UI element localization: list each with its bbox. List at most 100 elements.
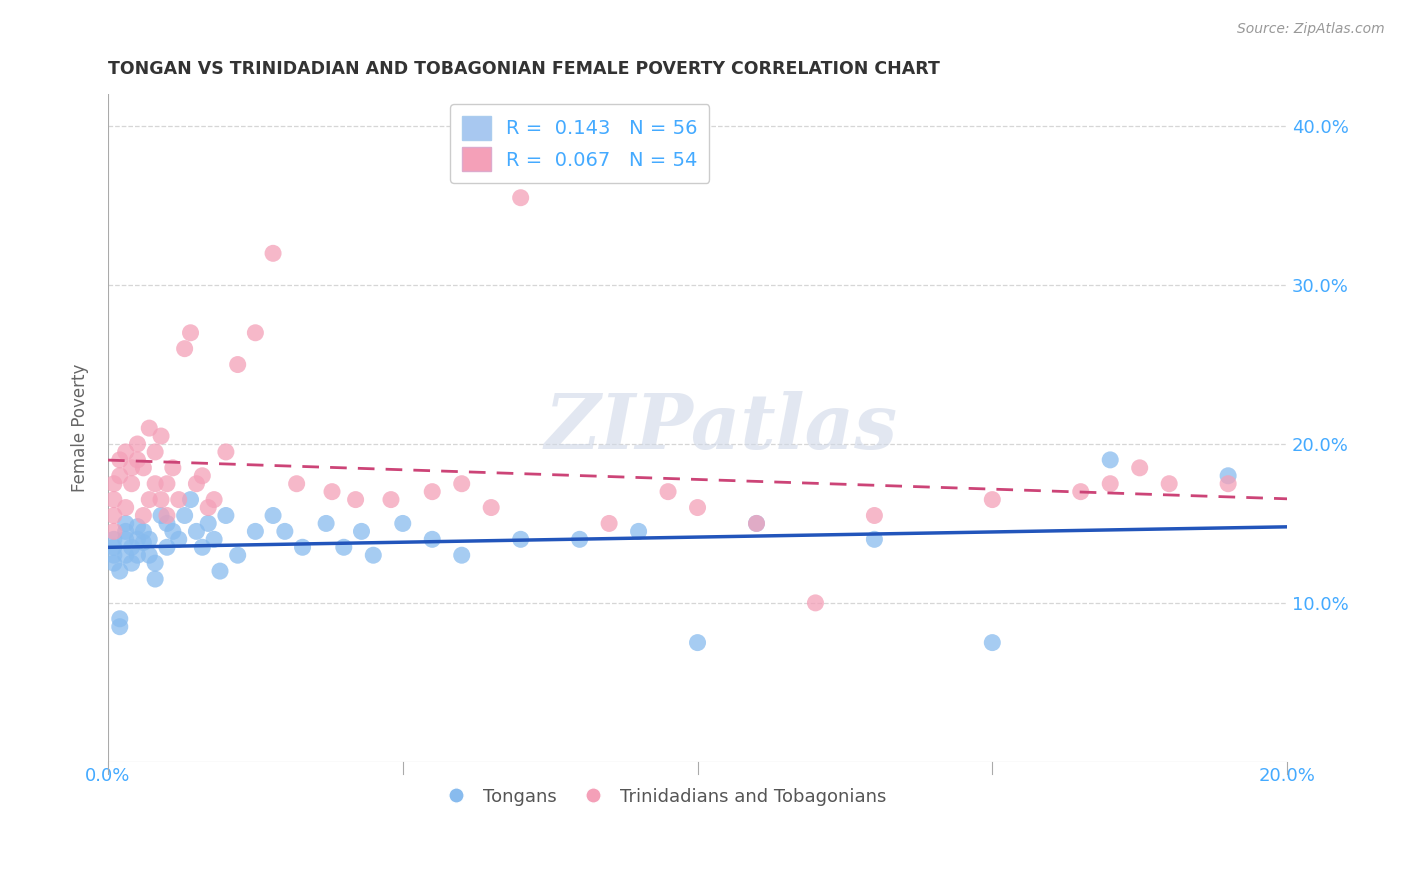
Point — [1099, 453, 1122, 467]
Text: TONGAN VS TRINIDADIAN AND TOBAGONIAN FEMALE POVERTY CORRELATION CHART: TONGAN VS TRINIDADIAN AND TOBAGONIAN FEM… — [108, 60, 939, 78]
Point — [132, 508, 155, 523]
Point — [103, 524, 125, 539]
Point — [167, 492, 190, 507]
Point — [686, 500, 709, 515]
Point — [143, 445, 166, 459]
Point — [215, 445, 238, 459]
Point — [156, 516, 179, 531]
Point — [143, 476, 166, 491]
Point — [103, 541, 125, 555]
Point — [162, 524, 184, 539]
Point — [285, 476, 308, 491]
Point — [226, 548, 249, 562]
Point — [863, 533, 886, 547]
Point — [598, 516, 620, 531]
Point — [450, 548, 472, 562]
Point — [156, 508, 179, 523]
Point — [981, 635, 1004, 649]
Point — [127, 437, 149, 451]
Point — [167, 533, 190, 547]
Point — [150, 429, 173, 443]
Point — [226, 358, 249, 372]
Point — [420, 533, 443, 547]
Point — [262, 508, 284, 523]
Point — [121, 460, 143, 475]
Point — [156, 541, 179, 555]
Point — [197, 516, 219, 531]
Point — [315, 516, 337, 531]
Point — [191, 468, 214, 483]
Point — [215, 508, 238, 523]
Point — [143, 556, 166, 570]
Point — [132, 460, 155, 475]
Point — [138, 548, 160, 562]
Point — [450, 476, 472, 491]
Point — [274, 524, 297, 539]
Point — [173, 508, 195, 523]
Point — [1070, 484, 1092, 499]
Point — [657, 484, 679, 499]
Point — [245, 524, 267, 539]
Point — [479, 500, 502, 515]
Point — [344, 492, 367, 507]
Point — [108, 453, 131, 467]
Point — [150, 508, 173, 523]
Point — [127, 533, 149, 547]
Point — [132, 535, 155, 549]
Point — [350, 524, 373, 539]
Point — [138, 533, 160, 547]
Point — [103, 476, 125, 491]
Point — [1099, 476, 1122, 491]
Point — [108, 564, 131, 578]
Point — [127, 519, 149, 533]
Point — [686, 635, 709, 649]
Point — [143, 572, 166, 586]
Point — [745, 516, 768, 531]
Point — [568, 533, 591, 547]
Point — [156, 476, 179, 491]
Point — [804, 596, 827, 610]
Point — [380, 492, 402, 507]
Point — [162, 460, 184, 475]
Point — [127, 453, 149, 467]
Point — [180, 326, 202, 340]
Point — [180, 492, 202, 507]
Text: Source: ZipAtlas.com: Source: ZipAtlas.com — [1237, 22, 1385, 37]
Point — [103, 533, 125, 547]
Point — [863, 508, 886, 523]
Point — [108, 612, 131, 626]
Point — [1216, 468, 1239, 483]
Point — [173, 342, 195, 356]
Point — [127, 548, 149, 562]
Point — [114, 516, 136, 531]
Point — [202, 533, 225, 547]
Point — [186, 476, 208, 491]
Point — [114, 524, 136, 539]
Point — [208, 564, 231, 578]
Point — [321, 484, 343, 499]
Y-axis label: Female Poverty: Female Poverty — [72, 364, 89, 492]
Point — [103, 548, 125, 562]
Point — [333, 541, 356, 555]
Point — [103, 492, 125, 507]
Point — [1129, 460, 1152, 475]
Point — [191, 541, 214, 555]
Point — [114, 548, 136, 562]
Point — [138, 421, 160, 435]
Point — [391, 516, 413, 531]
Point — [981, 492, 1004, 507]
Text: ZIPatlas: ZIPatlas — [544, 391, 897, 465]
Point — [121, 541, 143, 555]
Legend: Tongans, Trinidadians and Tobagonians: Tongans, Trinidadians and Tobagonians — [430, 780, 894, 813]
Point — [114, 445, 136, 459]
Point — [509, 533, 531, 547]
Point — [420, 484, 443, 499]
Point — [108, 620, 131, 634]
Point — [197, 500, 219, 515]
Point — [202, 492, 225, 507]
Point — [245, 326, 267, 340]
Point — [114, 500, 136, 515]
Point — [262, 246, 284, 260]
Point — [132, 524, 155, 539]
Point — [745, 516, 768, 531]
